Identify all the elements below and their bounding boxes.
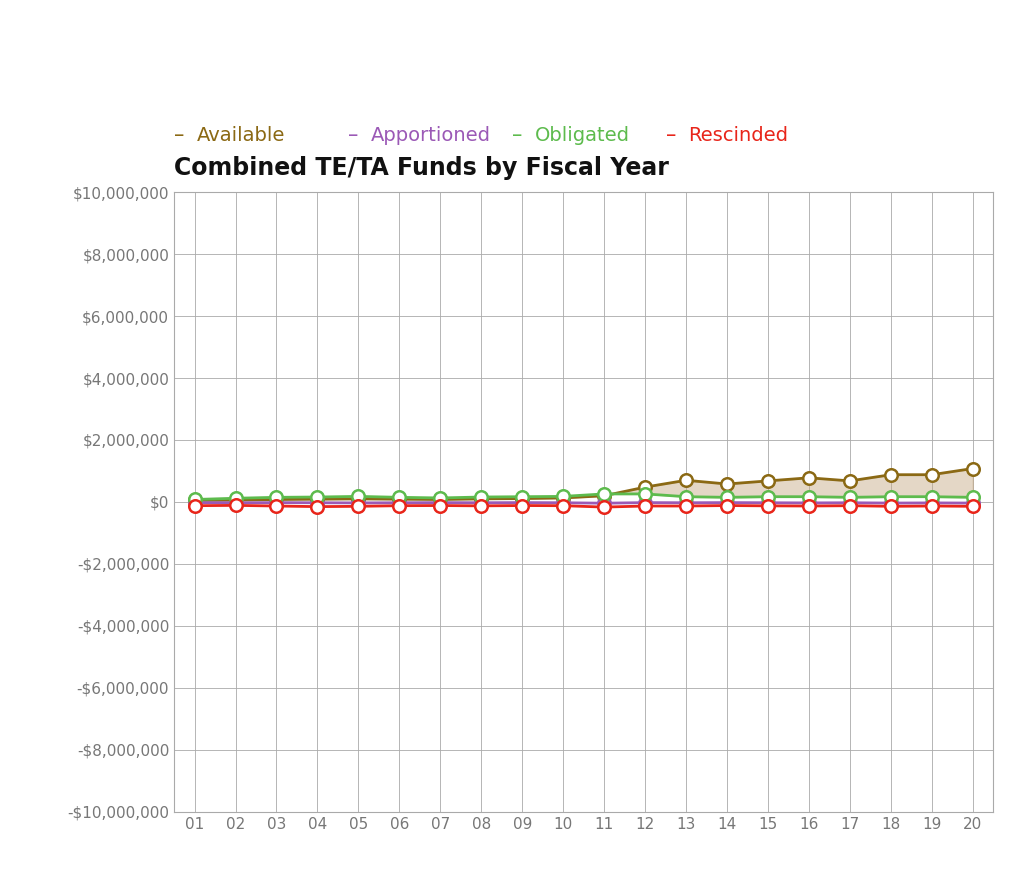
Text: Combined TE/TA Funds by Fiscal Year: Combined TE/TA Funds by Fiscal Year bbox=[174, 156, 669, 181]
Text: Available: Available bbox=[197, 126, 285, 145]
Text: Obligated: Obligated bbox=[535, 126, 630, 145]
Text: Rescinded: Rescinded bbox=[688, 126, 788, 145]
Text: –: – bbox=[348, 126, 366, 145]
Text: Apportioned: Apportioned bbox=[371, 126, 490, 145]
Text: –: – bbox=[512, 126, 529, 145]
Text: –: – bbox=[174, 126, 191, 145]
Text: –: – bbox=[666, 126, 683, 145]
